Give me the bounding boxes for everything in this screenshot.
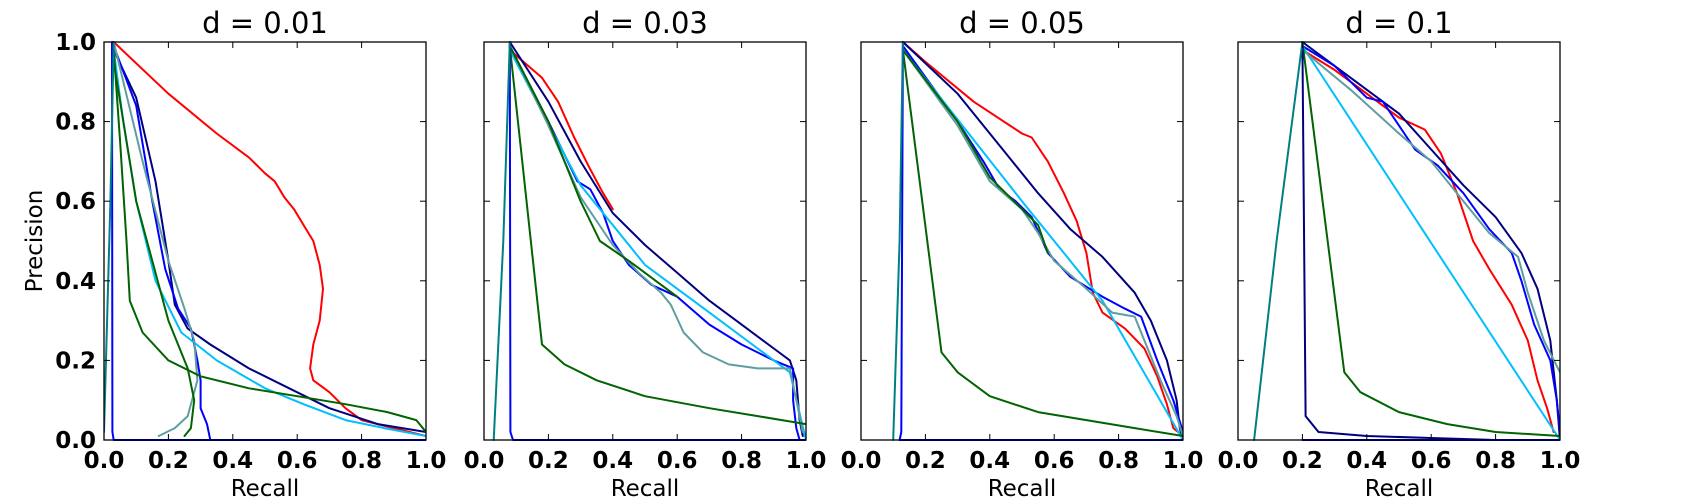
x-tick-label: 0.8 [721, 448, 762, 474]
plot-frame [1237, 41, 1561, 441]
series-line-red [1301, 49, 1555, 433]
series-line-red [901, 41, 1183, 437]
series-group [1253, 41, 1560, 441]
panel-d-0.1: d = 0.1 Recall 0.0 0.2 0.4 0.6 0.8 1.0 [1218, 6, 1581, 500]
y-tick-label: 0.6 [55, 189, 96, 215]
x-tick-label: 0.2 [148, 448, 189, 474]
y-axis-label: Precision [22, 190, 48, 293]
x-tick-label: 0.0 [1218, 448, 1259, 474]
series-line-sky [901, 49, 1183, 441]
y-tick-label: 0.4 [55, 269, 96, 295]
plot-frame [860, 41, 1184, 441]
panel-title: d = 0.03 [582, 6, 708, 40]
x-tick-label: 0.8 [341, 448, 382, 474]
series-line-navy [508, 41, 804, 437]
x-axis-label: Recall [988, 476, 1057, 500]
plot-frame [483, 41, 807, 441]
x-tick-label: 1.0 [1540, 448, 1581, 474]
x-tick-label: 0.6 [277, 448, 318, 474]
series-line-red [508, 49, 614, 211]
series-line-green [1301, 41, 1560, 437]
series-line-green [112, 49, 426, 433]
x-tick-label: 0.0 [841, 448, 882, 474]
x-tick-label: 1.0 [406, 448, 447, 474]
series-line-blue [508, 45, 801, 441]
x-tick-label: 0.4 [969, 448, 1010, 474]
x-tick-label: 0.0 [84, 448, 125, 474]
series-line-green [901, 49, 1183, 437]
y-tick-label: 1.0 [55, 30, 96, 56]
series-line-blue [1301, 45, 1560, 433]
series-line-navy [901, 41, 1183, 441]
plot-frame [103, 41, 427, 441]
series-line-slate [1301, 49, 1560, 374]
series-line-slate [508, 45, 804, 433]
x-tick-label: 0.6 [1034, 448, 1075, 474]
panel-d-0.05: d = 0.05 Recall 0.0 0.2 0.4 0.6 0.8 1.0 [841, 6, 1204, 500]
x-tick-label: 0.0 [464, 448, 505, 474]
series-line-red [112, 41, 426, 437]
x-tick-label: 0.2 [905, 448, 946, 474]
x-tick-label: 0.2 [1282, 448, 1323, 474]
panel-d-0.03: d = 0.03 Recall 0.0 0.2 0.4 0.6 0.8 1.0 [464, 6, 827, 500]
x-tick-label: 0.6 [1411, 448, 1452, 474]
panel-title: d = 0.1 [1345, 6, 1452, 40]
x-axis-label: Recall [1365, 476, 1434, 500]
x-axis-label: Recall [231, 476, 300, 500]
series-line-sky [1301, 45, 1560, 441]
series-group [492, 41, 806, 441]
y-tick-label: 0.2 [55, 348, 96, 374]
series-line-green [508, 45, 679, 298]
series-line-sky [508, 49, 806, 441]
series-line-teal [492, 41, 511, 441]
series-line-green [901, 49, 1049, 254]
series-line-navy [1301, 41, 1497, 441]
series-group [892, 41, 1183, 441]
series-line-slate [901, 49, 1183, 437]
series-group [104, 41, 426, 441]
x-tick-label: 0.8 [1098, 448, 1139, 474]
x-tick-label: 0.6 [657, 448, 698, 474]
x-tick-label: 1.0 [1163, 448, 1204, 474]
series-line-blue [508, 41, 806, 441]
series-line-green [112, 60, 196, 437]
panel-title: d = 0.05 [959, 6, 1085, 40]
y-tick-label: 0.8 [55, 110, 96, 136]
panel-title: d = 0.01 [202, 6, 328, 40]
x-tick-label: 0.4 [212, 448, 253, 474]
x-tick-label: 1.0 [786, 448, 827, 474]
x-tick-label: 0.2 [528, 448, 569, 474]
series-line-navy [112, 49, 426, 433]
series-line-teal [892, 41, 904, 441]
y-tick-label: 0.0 [55, 428, 96, 454]
series-line-green [508, 45, 806, 426]
series-line-teal [1253, 41, 1304, 441]
panel-d-0.01: d = 0.01 Recall Precision 0.0 0.2 0.4 0.6 0.… [22, 6, 446, 500]
series-line-slate [112, 41, 199, 437]
series-line-teal [104, 41, 115, 433]
x-tick-label: 0.4 [592, 448, 633, 474]
x-tick-label: 0.4 [1346, 448, 1387, 474]
x-tick-label: 0.8 [1475, 448, 1516, 474]
x-axis-label: Recall [611, 476, 680, 500]
